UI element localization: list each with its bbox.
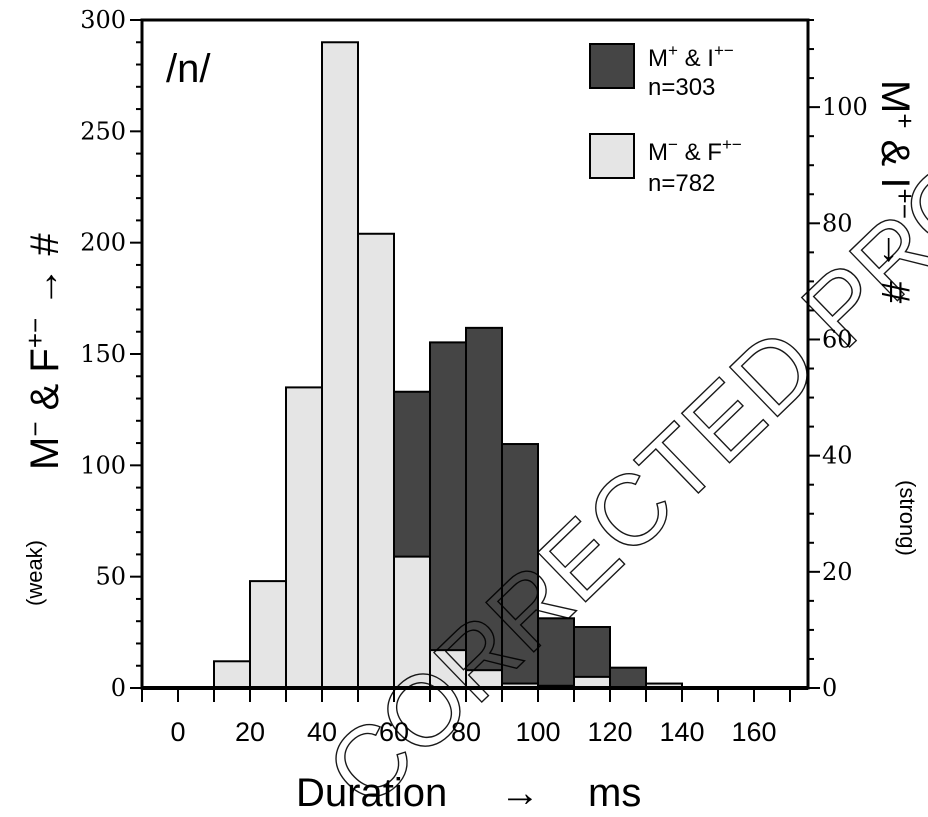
- legend-label-strong: M+ & I+−: [648, 41, 734, 72]
- bars-layer: [213, 41, 683, 690]
- right-tick-label: 80: [822, 209, 853, 237]
- legend-swatch-weak: [589, 133, 635, 179]
- legend: M+ & I+− n=303 M− & F+− n=782: [589, 41, 742, 197]
- bar-strong-120: [609, 666, 647, 689]
- right-tick-label: 20: [822, 558, 853, 586]
- x-tick-label: 0: [170, 717, 185, 747]
- bar-weak-50: [357, 232, 395, 689]
- bar-strong-90: [501, 443, 539, 689]
- left-tick-label: 300: [80, 6, 126, 34]
- x-tick-label: 100: [515, 717, 560, 747]
- x-tick-label: 120: [587, 717, 632, 747]
- x-tick-label: 140: [659, 717, 704, 747]
- bar-weak-60: [393, 555, 431, 689]
- bar-strong-100: [537, 617, 575, 689]
- x-axis-title: Duration: [296, 771, 447, 815]
- legend-swatch-strong: [589, 43, 635, 89]
- left-axis-title: M− & F+− → #: [20, 233, 67, 470]
- svg-text:M+ & I+− → #: M+ & I+− → #: [873, 80, 920, 304]
- x-tick-label: 160: [731, 717, 776, 747]
- right-axis-qualifier: (strong): [895, 480, 920, 556]
- bar-weak-70: [429, 649, 467, 689]
- legend-n-strong: n=303: [648, 74, 715, 101]
- x-axis-unit: ms: [588, 771, 641, 815]
- left-tick-label: 200: [80, 229, 126, 257]
- right-tick-label: 0: [822, 674, 837, 702]
- bar-weak-40: [321, 41, 359, 690]
- x-tick-label: 60: [379, 717, 409, 747]
- bar-weak-10: [213, 660, 251, 690]
- panel-title: /n/: [166, 47, 211, 91]
- right-tick-label: 60: [822, 325, 853, 353]
- bar-weak-30: [285, 386, 323, 689]
- left-tick-label: 50: [95, 563, 126, 591]
- left-tick-label: 0: [111, 674, 126, 702]
- left-tick-label: 150: [80, 340, 126, 368]
- legend-label-weak: M− & F+−: [648, 135, 742, 166]
- left-tick-label: 100: [80, 451, 126, 479]
- svg-text:(weak): (weak): [22, 540, 47, 606]
- x-tick-label: 20: [235, 717, 265, 747]
- x-tick-label: 40: [307, 717, 337, 747]
- right-tick-label: 40: [822, 442, 853, 470]
- x-axis-arrow: →: [500, 771, 540, 815]
- right-tick-label: 100: [822, 93, 868, 121]
- x-tick-label: 80: [451, 717, 481, 747]
- right-axis-title: M+ & I+− → #: [873, 80, 920, 304]
- svg-text:(strong): (strong): [895, 480, 920, 556]
- svg-text:M− & F+− → #: M− & F+− → #: [20, 233, 67, 470]
- bar-weak-20: [249, 580, 287, 689]
- ticks-layer: 0 50 100 150 200 250 300 0 20 40 60 80 100 0 20 40 60 80 1…: [80, 6, 868, 747]
- left-axis-qualifier: (weak): [22, 540, 47, 606]
- legend-n-weak: n=782: [648, 170, 715, 197]
- left-tick-label: 250: [80, 117, 126, 145]
